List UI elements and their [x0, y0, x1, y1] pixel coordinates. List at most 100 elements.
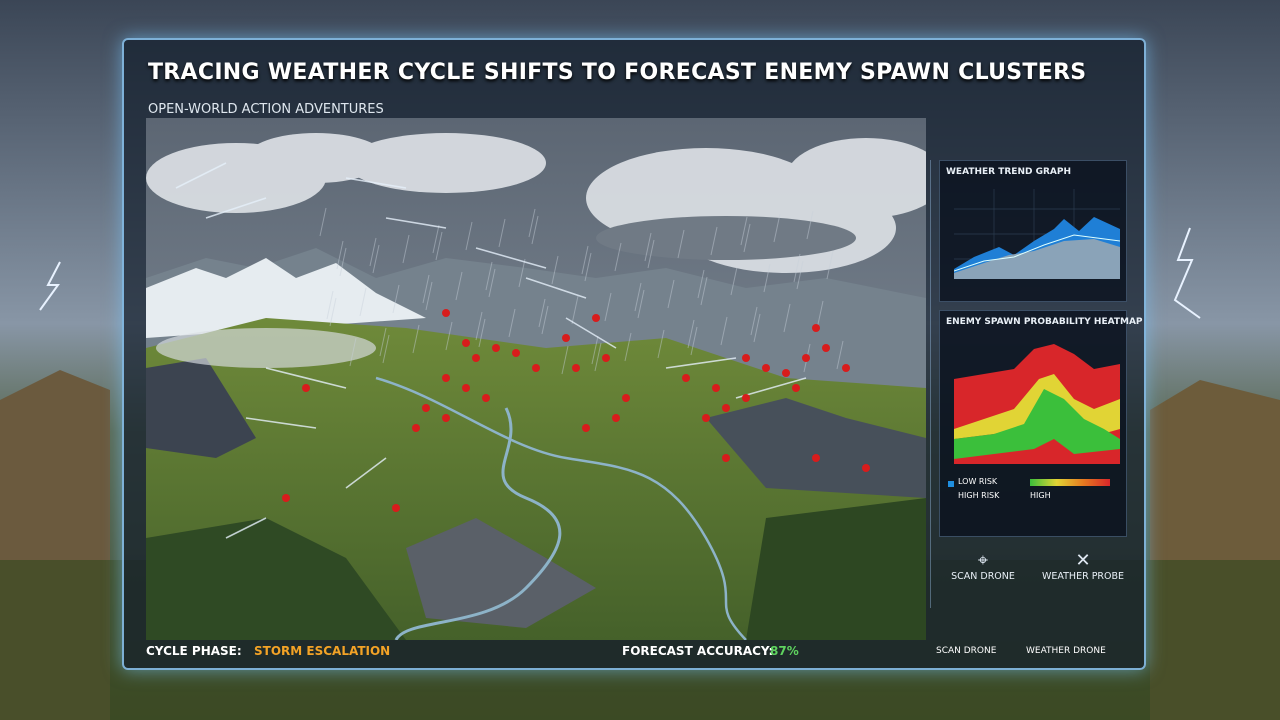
spawn-marker	[422, 404, 430, 412]
rain-streak	[319, 207, 327, 237]
spawn-marker	[722, 404, 730, 412]
spawn-marker	[302, 384, 310, 392]
rain-streak	[816, 300, 824, 330]
rain-streak	[531, 215, 539, 245]
legend-label: HIGH	[1030, 491, 1051, 500]
rain-streak	[750, 306, 758, 336]
heatmap-art	[954, 344, 1120, 464]
spawn-marker	[622, 394, 630, 402]
spawn-marker	[472, 354, 480, 362]
rain-streak	[697, 269, 705, 299]
rain-streak	[528, 208, 536, 238]
rain-streak	[508, 308, 516, 338]
tool-label[interactable]: SCAN DRONE	[951, 571, 1015, 582]
spawn-marker	[782, 369, 790, 377]
rain-streak	[584, 252, 592, 282]
rain-streak	[392, 284, 400, 314]
spawn-marker	[722, 454, 730, 462]
rain-streak	[372, 244, 380, 274]
rain-streak	[753, 313, 761, 343]
spawn-marker	[462, 384, 470, 392]
rain-streak	[432, 224, 440, 254]
rain-streak	[614, 242, 622, 272]
rain-streak	[541, 305, 549, 335]
wind-arrow	[225, 517, 267, 539]
spawn-marker	[562, 334, 570, 342]
heatmap-card: ENEMY SPAWN PROBABILITY HEATMAP LOW RISK…	[939, 310, 1143, 537]
spawn-marker	[842, 364, 850, 372]
spawn-marker	[612, 414, 620, 422]
rain-streak	[359, 287, 367, 317]
rain-streak	[369, 237, 377, 267]
rain-streak	[667, 279, 675, 309]
rain-streak	[425, 281, 433, 311]
rain-streak	[677, 229, 685, 259]
rain-streak	[379, 327, 387, 357]
wind-arrow	[525, 277, 587, 299]
wind-arrow	[665, 357, 737, 369]
spawn-marker	[792, 384, 800, 392]
rain-streak	[422, 274, 430, 304]
rain-streak	[644, 232, 652, 262]
rain-streak	[826, 250, 834, 280]
spawn-marker	[572, 364, 580, 372]
rain-streak	[498, 218, 506, 248]
wind-arrow	[475, 247, 547, 269]
spawn-marker	[602, 354, 610, 362]
spawn-marker	[462, 339, 470, 347]
scan-drone-button[interactable]: ⌖ SCAN DRONE	[935, 550, 1031, 606]
rain-streak	[624, 332, 632, 362]
spawn-marker	[442, 309, 450, 317]
wind-arrow	[385, 217, 447, 229]
spawn-marker	[742, 354, 750, 362]
spawn-marker	[492, 344, 500, 352]
rain-streak	[326, 290, 334, 320]
rain-streak	[647, 239, 655, 269]
wind-arrow	[245, 417, 317, 429]
spawn-marker	[682, 374, 690, 382]
rain-streak	[657, 329, 665, 359]
rain-streak	[485, 261, 493, 291]
rain-streak	[594, 342, 602, 372]
heatmap-title: ENEMY SPAWN PROBABILITY HEATMAP	[946, 317, 1143, 327]
rain-streak	[763, 263, 771, 293]
spawn-marker	[702, 414, 710, 422]
rain-streak	[518, 258, 526, 288]
drone-status[interactable]: SCAN DRONE	[936, 646, 997, 656]
rain-streak	[637, 289, 645, 319]
accuracy-label: FORECAST ACCURACY:	[622, 644, 774, 658]
rain-streak	[634, 282, 642, 312]
accuracy-value: 87%	[770, 644, 799, 658]
rain-streak	[690, 326, 698, 356]
rain-streak	[796, 260, 804, 290]
rain-streak	[687, 319, 695, 349]
phase-value: STORM ESCALATION	[254, 644, 391, 658]
rain-streak	[402, 234, 410, 264]
spawn-marker	[482, 394, 490, 402]
rain-streak	[571, 295, 579, 325]
spawn-marker	[582, 424, 590, 432]
legend-label: HIGH RISK	[958, 491, 1000, 500]
rain-streak	[336, 240, 344, 270]
rain-streak	[604, 292, 612, 322]
rain-streak	[488, 268, 496, 298]
spawn-marker	[812, 324, 820, 332]
weather-probe-button[interactable]: ✕ WEATHER PROBE	[1035, 550, 1131, 606]
rain-streak	[538, 298, 546, 328]
rain-streak	[743, 223, 751, 253]
rain-streak	[478, 318, 486, 348]
rain-streak	[806, 210, 814, 240]
rain-streak	[329, 297, 337, 327]
rain-streak	[783, 303, 791, 333]
wind-arrow	[345, 457, 387, 489]
rain-streak	[435, 231, 443, 261]
rain-streak	[591, 335, 599, 365]
hud-panel: TRACING WEATHER CYCLE SHIFTS TO FORECAST…	[122, 38, 1146, 670]
page-subtitle: OPEN-WORLD ACTION ADVENTURES	[148, 102, 384, 117]
rain-streak	[700, 276, 708, 306]
tool-label[interactable]: WEATHER PROBE	[1041, 571, 1125, 582]
rain-streak	[445, 321, 453, 351]
rain-streak	[720, 316, 728, 346]
rain-streak	[339, 247, 347, 277]
drone-status[interactable]: WEATHER DRONE	[1026, 646, 1106, 656]
